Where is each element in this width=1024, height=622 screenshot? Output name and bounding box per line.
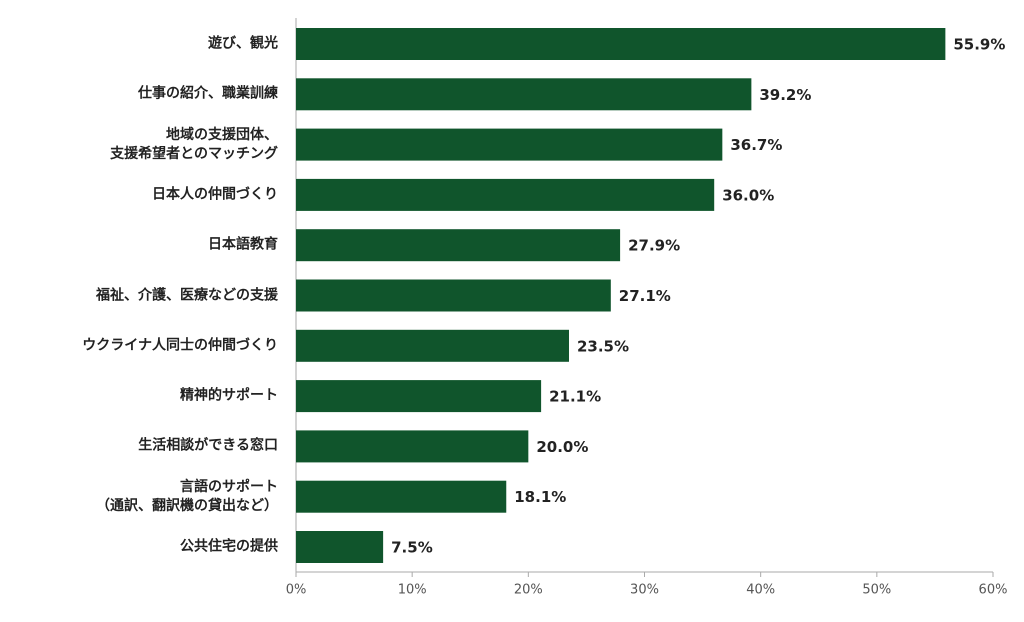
y-tick-label: 精神的サポート [180,387,278,404]
value-label: 39.2% [759,86,811,104]
bar [296,28,946,60]
value-label: 55.9% [953,36,1005,54]
y-tick-label: 地域の支援団体、 支援希望者とのマッチング [110,126,278,162]
y-tick-label: 日本人の仲間づくり [152,186,278,203]
x-tick-label: 30% [630,583,659,598]
bar [296,531,384,563]
y-tick-label: 公共住宅の提供 [180,538,278,555]
value-label: 21.1% [549,388,601,406]
bar [296,128,723,161]
y-tick-label: 言語のサポート （通訳、翻訳機の貸出など） [96,478,278,514]
bar [296,279,611,312]
bar [296,329,569,362]
y-tick-label: 遊び、観光 [208,35,278,52]
bar [296,229,621,262]
value-label: 36.7% [730,136,782,154]
y-tick-label: 福祉、介護、医療などの支援 [96,287,278,303]
x-tick-label: 20% [514,583,543,598]
value-label: 18.1% [514,488,566,506]
bar [296,380,542,413]
y-tick-label: 日本語教育 [208,236,278,253]
x-tick-label: 40% [746,583,775,598]
x-tick-label: 60% [979,583,1008,598]
y-tick-label: 仕事の紹介、職業訓練 [138,85,278,102]
bar [296,480,507,513]
y-tick-label: ウクライナ人同士の仲間づくり [82,337,278,354]
value-label: 27.9% [628,237,680,255]
y-tick-label: 生活相談ができる窓口 [138,437,278,454]
bar [296,430,529,463]
value-label: 20.0% [536,438,588,456]
value-label: 36.0% [722,186,774,204]
value-label: 27.1% [619,287,671,305]
bar [296,78,752,111]
x-tick-label: 10% [398,583,427,598]
bar [296,178,715,211]
value-label: 23.5% [577,337,629,355]
x-tick-label: 0% [286,583,307,598]
value-label: 7.5% [391,539,433,557]
x-tick-label: 50% [862,583,891,598]
